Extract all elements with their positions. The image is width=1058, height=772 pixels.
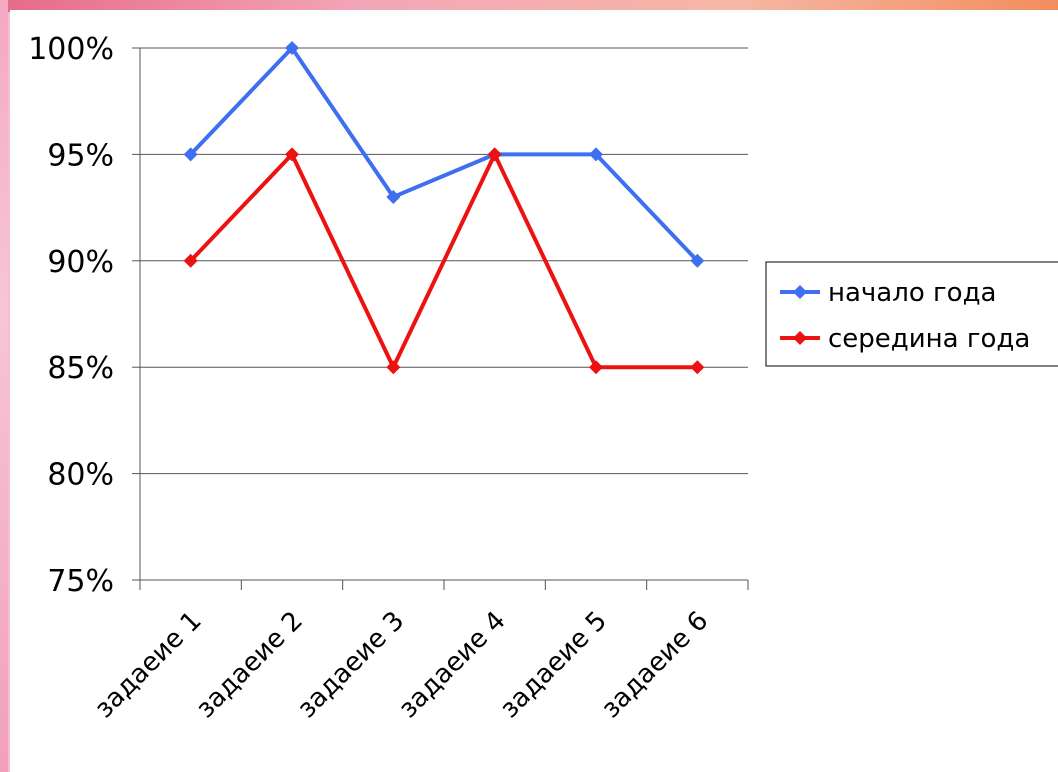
x-tick-label: задаеие 4 — [393, 606, 511, 724]
y-tick-label: 75% — [47, 564, 114, 599]
y-tick-label: 100% — [28, 32, 114, 67]
axes — [139, 48, 749, 590]
x-tick-label: задаеие 1 — [89, 606, 207, 724]
legend-marker — [793, 285, 807, 299]
data-point — [690, 253, 705, 268]
gridlines — [132, 47, 748, 581]
slide-top-border — [0, 0, 1058, 12]
legend-box — [765, 261, 1058, 367]
y-tick-label: 80% — [47, 458, 114, 493]
y-tick-label: 95% — [47, 138, 114, 173]
legend: начало года середина года — [765, 261, 1058, 367]
slide-left-border — [0, 0, 8, 772]
x-tick-label: задаеие 6 — [596, 606, 714, 724]
y-tick-label: 85% — [47, 351, 114, 386]
series-line — [189, 149, 698, 372]
y-axis-tick-labels: 75% 80% 85% 90% 95% 100% — [28, 32, 114, 599]
data-point — [183, 253, 198, 268]
x-tick-label: задаеие 2 — [191, 606, 309, 724]
legend-label: начало года — [828, 278, 997, 308]
data-point — [589, 360, 603, 375]
legend-marker — [793, 331, 807, 345]
x-tick-label: задаеие 3 — [292, 606, 410, 724]
series-1 — [183, 41, 705, 268]
data-point — [386, 360, 401, 375]
slide-canvas — [10, 10, 1058, 772]
series-line — [189, 44, 699, 263]
x-tick-label: задаеие 5 — [495, 606, 613, 724]
series-2 — [183, 147, 705, 375]
data-point — [285, 147, 299, 162]
legend-item: начало года — [780, 278, 997, 308]
data-point — [386, 189, 401, 204]
y-tick-label: 90% — [47, 245, 114, 280]
series-lines — [183, 41, 705, 375]
data-point — [589, 147, 603, 162]
data-point — [285, 41, 299, 55]
data-point — [487, 147, 502, 162]
legend-item: середина года — [780, 324, 1030, 354]
data-point — [183, 147, 198, 162]
data-point — [690, 360, 705, 375]
legend-label: середина года — [828, 324, 1030, 354]
